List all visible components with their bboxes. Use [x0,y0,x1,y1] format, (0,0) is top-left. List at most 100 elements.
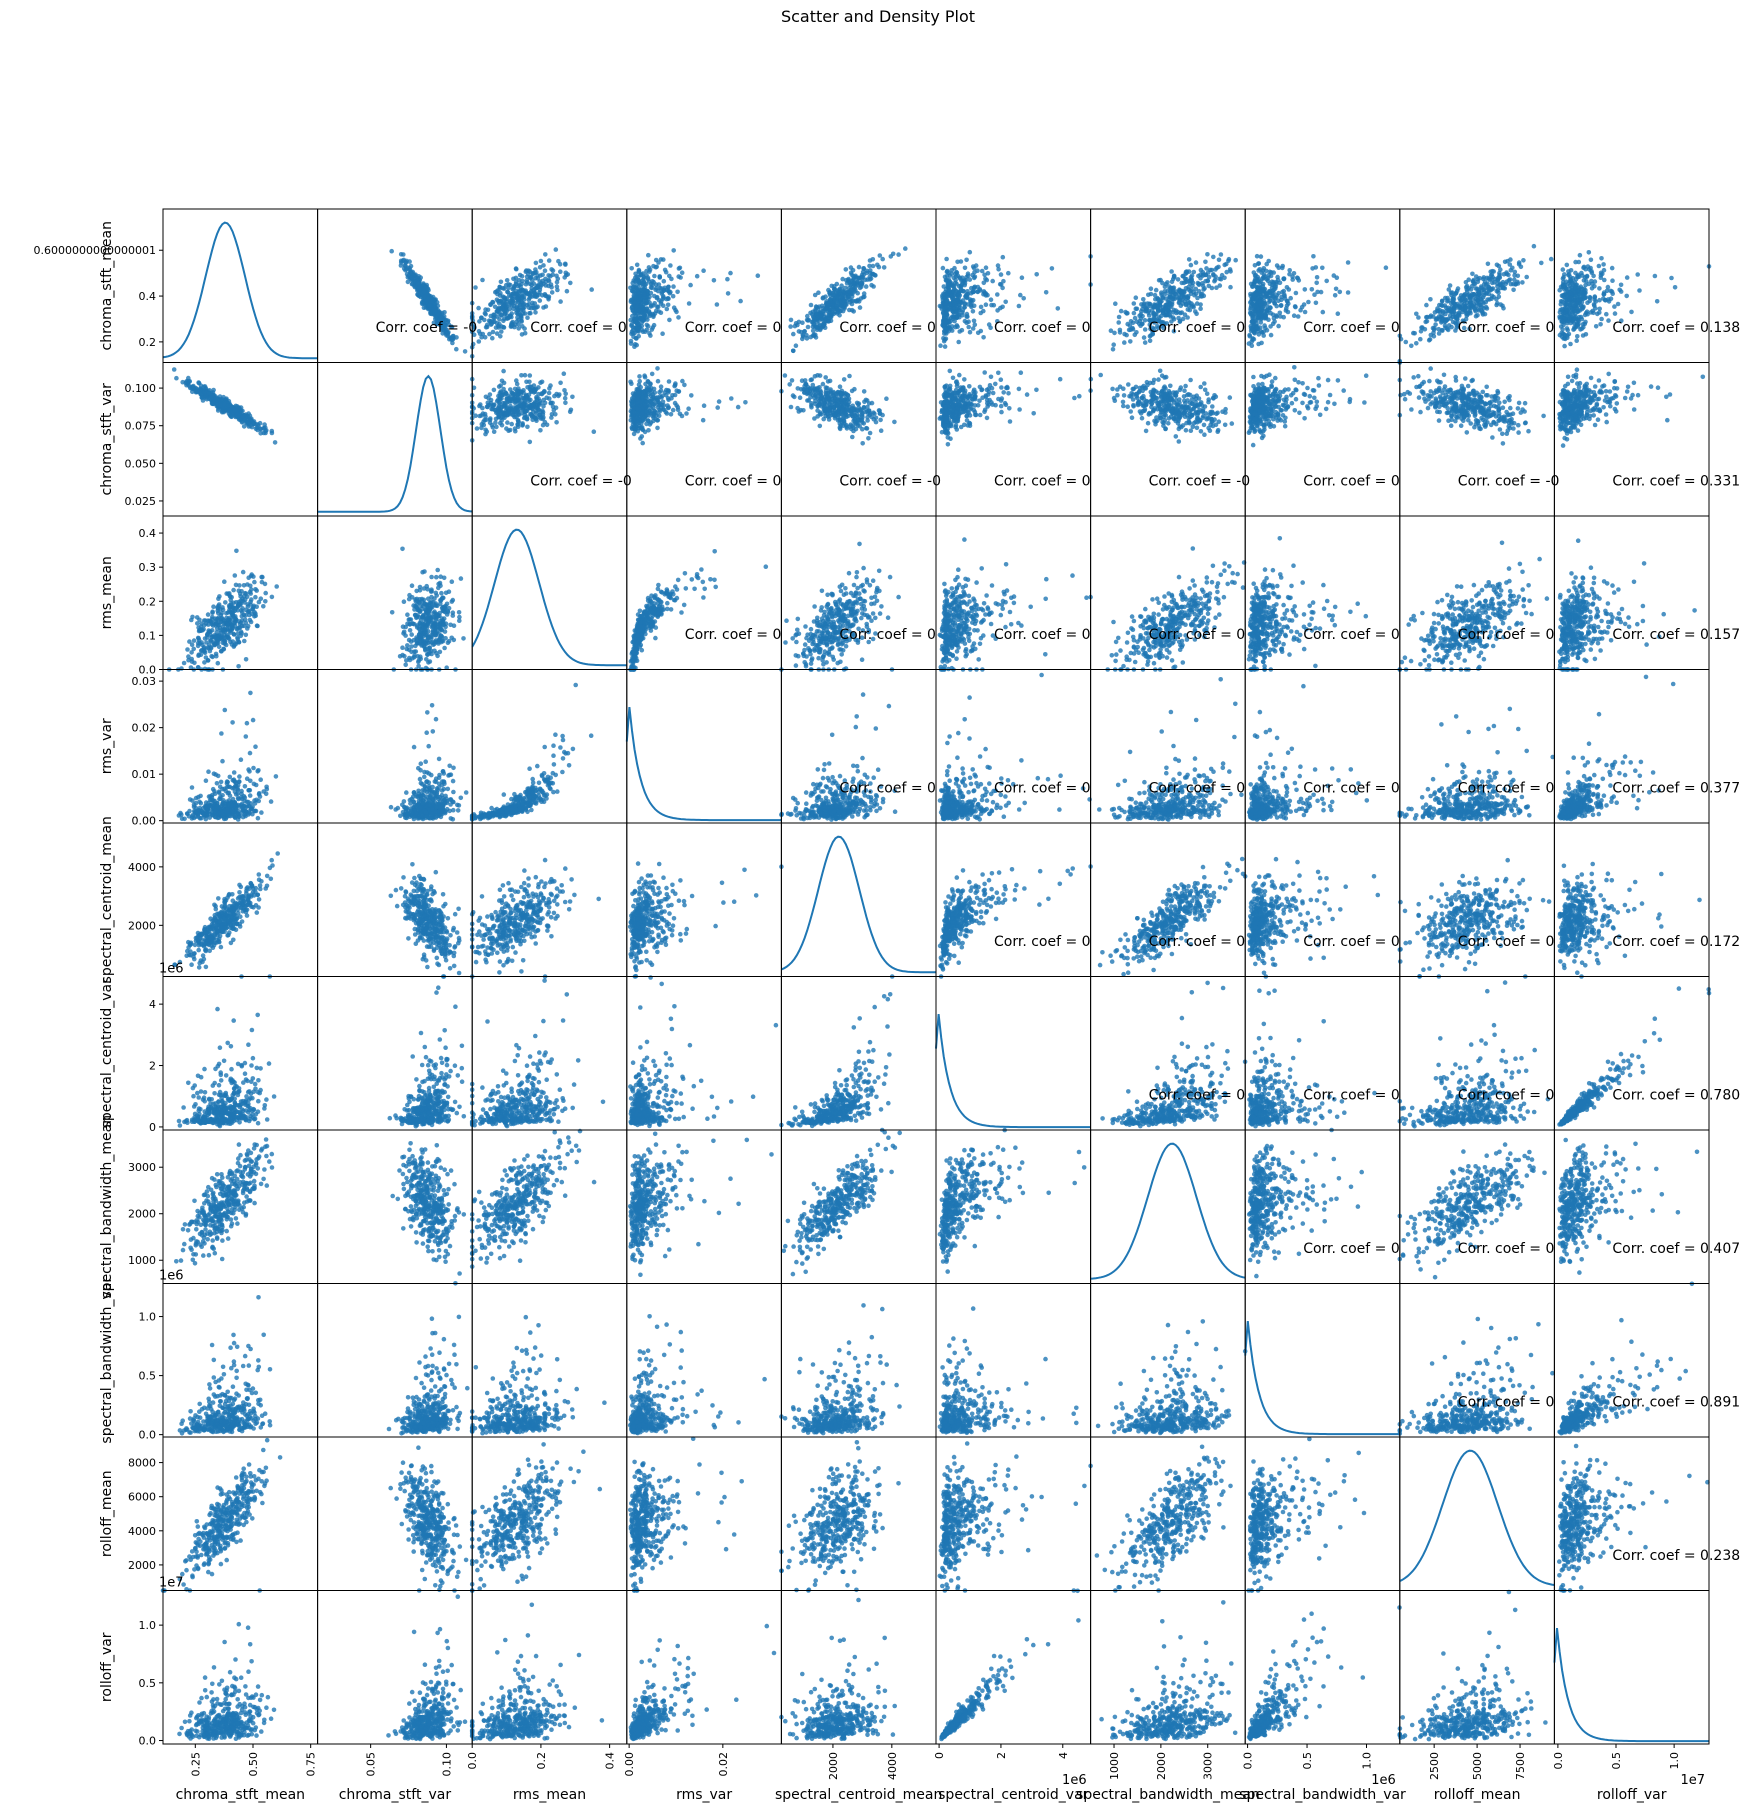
scatter-point [522,398,527,403]
scatter-point [944,326,949,331]
scatter-point [809,403,814,408]
scatter-point [672,305,677,310]
scatter-point [652,323,657,328]
scatter-point [1141,297,1146,302]
panel-chroma-stft-mean-vs-chroma-stft-var [318,209,473,363]
scatter-point [1562,344,1567,349]
scatter-point [634,336,639,341]
scatter-point [831,405,836,410]
scatter-point [1034,272,1039,277]
scatter-point [527,297,532,302]
scatter-point [813,332,818,337]
scatter-point [1118,330,1123,335]
scatter-point [1613,311,1618,316]
scatter-point [794,343,799,348]
scatter-point [562,371,567,376]
scatter-point [1149,286,1154,291]
scatter-point [673,401,678,406]
scatter-point [497,285,502,290]
scatter-point [1219,252,1224,257]
scatter-point [811,383,816,388]
scatter-point [1498,302,1503,307]
scatter-point [543,252,548,257]
scatter-point [1608,289,1613,294]
scatter-point [516,326,521,331]
scatter-point [475,426,480,431]
scatter-point [1635,272,1640,277]
scatter-point [504,299,509,304]
scatter-point [1137,313,1142,318]
y-tick-label: 0.025 [125,495,157,508]
scatter-point [851,280,856,285]
scatter-point [1187,257,1192,262]
scatter-point [1251,315,1256,320]
panel-chroma-stft-mean-vs-rms-var [627,209,782,363]
scatter-point [961,280,966,285]
scatter-point [1109,328,1114,333]
scatter-point [657,282,662,287]
scatter-point [509,321,514,326]
scatter-point [1447,287,1452,292]
scatter-point [1559,302,1564,307]
panel-chroma-stft-var-vs-spectral-centroid-mean [779,363,936,517]
scatter-point [1485,297,1490,302]
scatter-point [954,274,959,279]
scatter-point [654,286,659,291]
scatter-point [818,424,823,429]
scatter-point [861,275,866,280]
scatter-point [500,379,505,384]
scatter-point [1625,275,1630,280]
scatter-point [819,395,824,400]
scatter-point [865,415,870,420]
scatter-point [847,289,852,294]
scatter-point [809,303,814,308]
scatter-point [996,267,1001,272]
scatter-point [670,393,675,398]
scatter-point [859,280,864,285]
scatter-point [525,395,530,400]
scatter-point [644,387,649,392]
scatter-point [878,411,883,416]
scatter-point [554,420,559,425]
scatter-point [1569,296,1574,301]
scatter-point [858,305,863,310]
scatter-point [547,258,552,263]
scatter-point [943,275,948,280]
scatter-point [803,378,808,383]
scatter-point [959,259,964,264]
scatter-point [1336,311,1341,316]
scatter-point [1580,287,1585,292]
scatter-point [1437,314,1442,319]
scatter-point [687,301,692,306]
scatter-point [880,257,885,262]
scatter-point [506,396,511,401]
scatter-point [1324,279,1329,284]
scatter-point [1279,303,1284,308]
scatter-point [1195,301,1200,306]
scatter-point [485,323,490,328]
scatter-point [1153,304,1158,309]
scatter-point [667,379,672,384]
scatter-point [558,299,563,304]
scatter-point [533,388,538,393]
scatter-point [506,290,511,295]
scatter-point [558,269,563,274]
scatter-point [1172,274,1177,279]
scatter-point [389,249,394,254]
scatter-point [961,298,966,303]
scatter-point [1428,297,1433,302]
scatter-point [1424,303,1429,308]
scatter-point [538,380,543,385]
scatter-point [1117,315,1122,320]
scatter-point [966,273,971,278]
scatter-point [495,331,500,336]
scatter-point [1498,283,1503,288]
scatter-point [404,260,409,265]
scatter-point [1194,260,1199,265]
scatter-point [563,396,568,401]
scatter-point [666,388,671,393]
scatter-point [1320,266,1325,271]
scatter-point [1428,337,1433,342]
scatter-point [1134,295,1139,300]
scatter-point [1233,258,1238,263]
